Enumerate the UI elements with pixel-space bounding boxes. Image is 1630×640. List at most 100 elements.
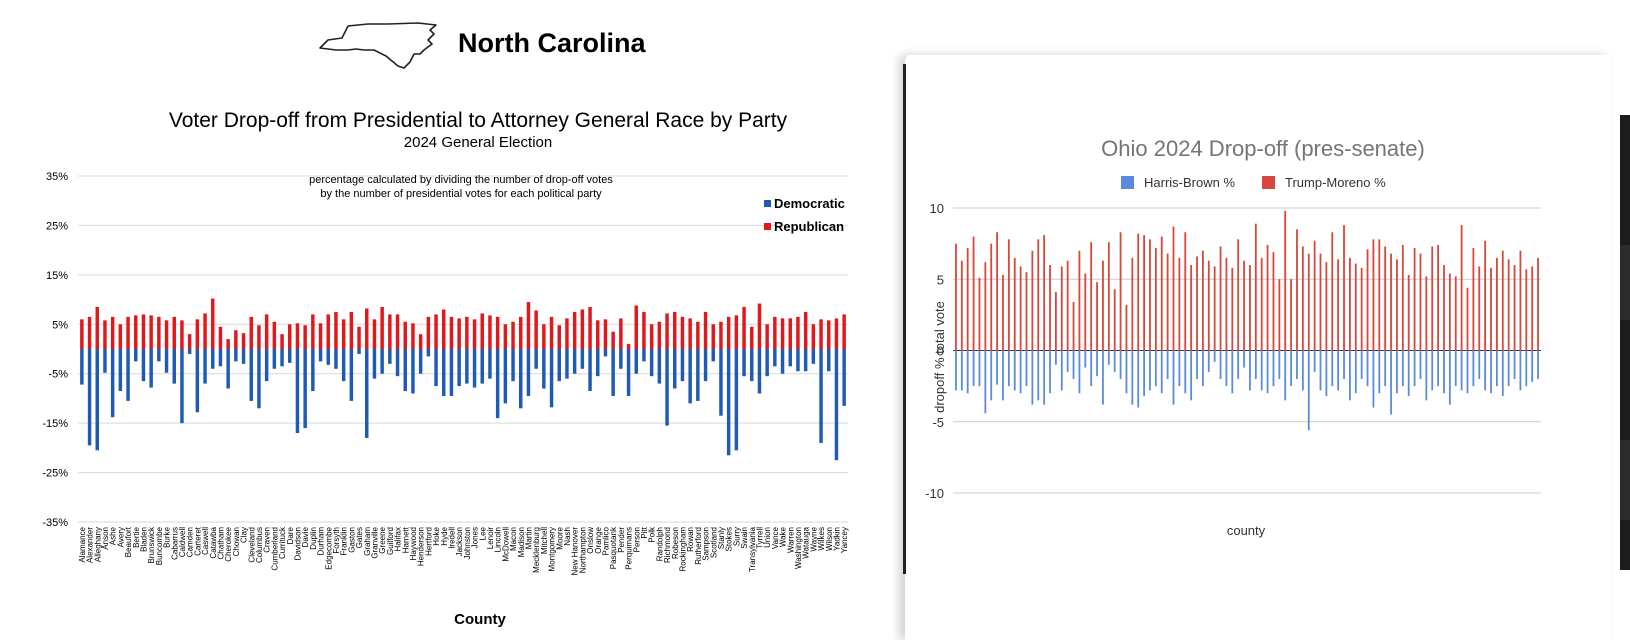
x-tick-label: Bladen xyxy=(139,527,148,552)
bar-democratic xyxy=(503,349,508,404)
bar-harris-brown xyxy=(1272,350,1275,387)
bar-democratic xyxy=(380,349,384,374)
bar-harris-brown xyxy=(1396,350,1398,394)
bar-democratic xyxy=(842,349,846,406)
bar-harris-brown xyxy=(1337,350,1340,391)
bar-trump-moreno xyxy=(1484,240,1487,351)
x-tick-label: Graham xyxy=(363,527,372,556)
bar-republican xyxy=(164,320,169,349)
bar-republican xyxy=(542,324,546,349)
x-tick-label: Vance xyxy=(771,526,780,549)
bar-democratic xyxy=(203,349,207,384)
bar-democratic xyxy=(295,349,300,434)
north-carolina-panel: North Carolina 35% 25% 15% 5% -5% -15% -25% -35… xyxy=(42,22,850,628)
bar-trump-moreno xyxy=(1349,257,1351,351)
bar-harris-brown xyxy=(1425,350,1428,401)
bar-harris-brown xyxy=(1190,350,1193,401)
bar-harris-brown xyxy=(1496,350,1498,387)
x-tick-label: Durham xyxy=(317,527,326,556)
x-tick-label: Watauga xyxy=(802,526,811,558)
bar-trump-moreno xyxy=(1372,239,1375,351)
bar-republican xyxy=(827,320,831,349)
x-tick-label: Alamance xyxy=(78,526,87,562)
bar-trump-moreno xyxy=(1278,279,1281,351)
bar-republican xyxy=(796,316,800,349)
bar-republican xyxy=(195,319,200,349)
bar-democratic xyxy=(803,349,808,372)
bar-harris-brown xyxy=(1519,350,1522,391)
bar-democratic xyxy=(110,349,115,418)
legend: Democratic Republican xyxy=(764,196,845,234)
bar-harris-brown xyxy=(1290,350,1292,387)
bar-trump-moreno xyxy=(1237,239,1240,351)
bar-democratic xyxy=(680,349,685,382)
bar-democratic xyxy=(334,349,338,369)
bar-trump-moreno xyxy=(1207,260,1210,351)
bar-democratic xyxy=(734,349,739,451)
bar-trump-moreno xyxy=(1231,267,1234,351)
bar-trump-moreno xyxy=(1107,242,1110,351)
bar-republican xyxy=(580,309,585,349)
bar-republican xyxy=(519,316,523,349)
background-window-edge xyxy=(1620,115,1630,570)
bar-democratic xyxy=(157,349,161,362)
bar-democratic xyxy=(134,349,138,362)
bar-trump-moreno xyxy=(1078,250,1081,351)
bar-democratic xyxy=(234,349,238,362)
legend-label-democratic: Democratic xyxy=(774,196,845,211)
x-tick-label: Camden xyxy=(186,527,195,557)
bar-harris-brown xyxy=(1390,350,1392,415)
bar-democratic xyxy=(580,349,585,369)
x-tick-label: Burke xyxy=(163,526,172,547)
bar-republican xyxy=(803,311,808,349)
x-tick-label: Washington xyxy=(794,527,803,569)
bar-trump-moreno xyxy=(1301,246,1304,351)
bar-democratic xyxy=(95,349,99,451)
bar-trump-moreno xyxy=(1537,257,1539,351)
bar-trump-moreno xyxy=(1166,253,1169,351)
bar-republican xyxy=(241,333,246,349)
x-tick-label: Wayne xyxy=(809,526,818,551)
bar-harris-brown xyxy=(1049,350,1051,394)
bar-harris-brown xyxy=(1043,350,1046,405)
bar-republican xyxy=(134,315,138,349)
bar-harris-brown xyxy=(1102,350,1104,405)
bar-trump-moreno xyxy=(1143,235,1145,351)
bar-trump-moreno xyxy=(1260,257,1263,351)
bar-republican xyxy=(211,298,215,349)
bar-harris-brown xyxy=(1278,350,1281,379)
bar-harris-brown xyxy=(1284,350,1287,401)
x-tick-label: Robeson xyxy=(671,527,680,559)
bar-democratic xyxy=(719,349,723,416)
bar-trump-moreno xyxy=(978,277,981,351)
bar-trump-moreno xyxy=(1149,239,1151,351)
bar-trump-moreno xyxy=(1184,232,1187,351)
bar-democratic xyxy=(103,349,107,373)
bar-democratic xyxy=(418,349,423,374)
x-tick-label: Alexander xyxy=(86,527,95,563)
x-tick-label: Franklin xyxy=(340,527,349,555)
bar-harris-brown xyxy=(1466,350,1469,394)
bar-trump-moreno xyxy=(1096,282,1098,351)
bar-harris-brown xyxy=(1360,350,1363,379)
bar-republican xyxy=(773,316,777,349)
x-tick-label: Gates xyxy=(355,527,364,548)
bar-trump-moreno xyxy=(1443,265,1445,351)
bar-democratic xyxy=(619,349,623,369)
bar-harris-brown xyxy=(1172,350,1175,405)
bar-trump-moreno xyxy=(1055,292,1057,351)
bar-republican xyxy=(572,311,577,349)
bar-democratic xyxy=(827,349,831,372)
bar-trump-moreno xyxy=(1190,265,1193,351)
bar-republican xyxy=(495,316,500,349)
x-tick-label: Hoke xyxy=(432,526,441,545)
bar-republican xyxy=(288,324,292,349)
x-tick-label: Martin xyxy=(524,527,533,549)
bar-trump-moreno xyxy=(1102,260,1104,351)
x-tick-label: Montgomery xyxy=(548,527,557,571)
bar-republican xyxy=(842,314,846,349)
bar-trump-moreno xyxy=(1384,246,1387,351)
bar-republican xyxy=(187,334,192,349)
bar-democratic xyxy=(773,349,777,367)
bar-republican xyxy=(480,313,484,349)
